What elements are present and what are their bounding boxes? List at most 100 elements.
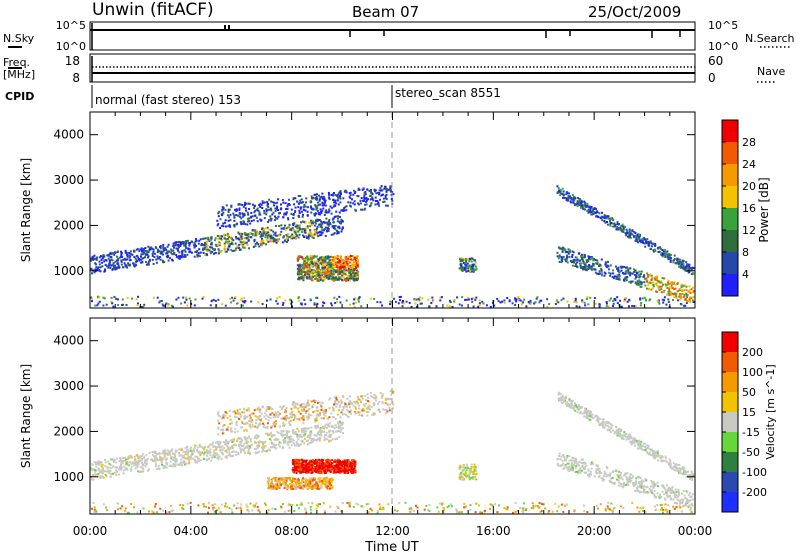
echo-cell [324,255,327,258]
echo-cell [234,242,237,245]
echo-cell [313,275,316,277]
echo-cell [308,232,311,235]
echo-cell [560,192,563,195]
echo-cell [245,409,248,412]
nsky-label: N.Sky [3,32,35,45]
echo-cell [244,438,247,441]
echo-cell [233,214,236,217]
echo-cell [108,462,111,465]
echo-cell [580,201,583,204]
echo-cell [583,265,586,268]
echo-cell [609,224,612,227]
echo-cell [373,188,376,191]
echo-cell [145,263,148,266]
echo-cell [673,254,676,257]
echo-cell [610,509,613,512]
echo-cell [145,454,148,457]
echo-cell [270,240,273,243]
echo-cell [192,448,195,451]
echo-cell [164,449,167,452]
echo-cell [233,216,236,219]
echo-cell [119,457,121,460]
echo-cell [240,503,243,506]
echo-cell [634,270,637,273]
echo-cell [126,458,129,461]
echo-cell [475,261,477,264]
echo-cell [282,439,285,442]
echo-cell [250,443,253,446]
echo-cell [300,428,303,430]
echo-cell [144,458,147,461]
echo-cell [345,191,348,194]
echo-cell [323,436,326,439]
echo-cell [369,297,372,300]
echo-cell [184,296,187,299]
echo-cell [455,508,458,511]
echo-cell [288,223,291,226]
echo-cell [281,424,284,427]
echo-cell [267,422,269,425]
echo-cell [136,260,138,263]
echo-cell [367,198,369,201]
echo-cell [640,286,643,288]
echo-cell [232,212,235,215]
echo-cell [272,211,275,214]
echo-cell [164,454,167,457]
echo-cell [347,410,350,413]
echo-cell [326,257,329,260]
echo-cell [116,255,118,258]
echo-cell [318,194,320,197]
echo-cell [118,256,121,259]
echo-cell [293,230,296,233]
echo-cell [90,468,93,471]
echo-cell [427,509,430,512]
echo-cell [243,447,246,450]
echo-cell [351,266,354,269]
echo-cell [478,302,481,305]
echo-cell [274,447,277,450]
echo-cell [298,434,300,437]
echo-cell [350,265,353,268]
echo-cell [309,298,312,301]
echo-cell [358,188,361,191]
echo-cell [183,256,186,258]
echo-cell [313,261,316,264]
echo-cell [98,260,101,263]
echo-cell [321,430,324,433]
echo-cell [252,245,255,248]
echo-cell [291,301,294,304]
echo-cell [297,507,300,510]
nave-tick-top: 60 [708,54,723,68]
echo-cell [675,297,678,299]
echo-cell [321,192,324,195]
echo-cell [243,429,246,432]
echo-cell [335,232,338,235]
echo-cell [308,442,311,445]
echo-cell [100,465,103,468]
echo-cell [250,211,253,214]
echo-cell [629,274,632,277]
echo-cell [337,271,340,274]
echo-cell [279,425,282,428]
echo-cell [249,416,252,419]
echo-cell [162,464,165,467]
echo-cell [356,272,359,274]
echo-cell [370,190,372,193]
echo-cell [336,269,339,272]
echo-cell [312,256,315,259]
echo-cell [328,193,331,196]
echo-cell [383,200,386,203]
echo-cell [140,459,143,462]
echo-cell [376,203,379,206]
echo-cell [244,207,247,210]
echo-cell [562,194,565,197]
echo-cell [392,193,395,196]
echo-cell [590,257,593,260]
echo-cell [227,248,230,251]
echo-cell [292,439,295,442]
echo-cell [226,444,229,447]
echo-cell [280,430,283,433]
echo-cell [280,224,283,227]
echo-cell [212,298,215,301]
echo-cell [124,457,127,460]
